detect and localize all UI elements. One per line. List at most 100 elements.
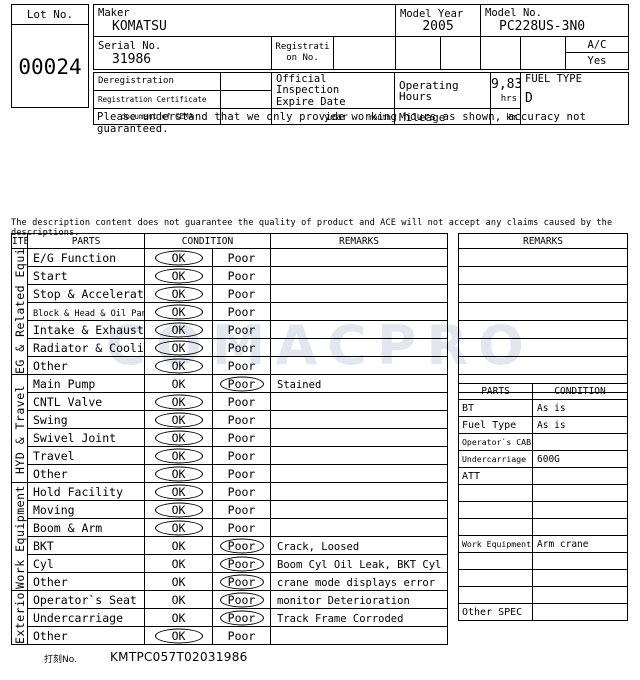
condition-poor-cell[interactable]: Poor — [211, 572, 272, 591]
right-condition-cell — [532, 552, 628, 570]
condition-ok-cell[interactable]: OK — [144, 554, 213, 573]
condition-poor-cell[interactable]: Poor — [211, 338, 272, 357]
right-remarks-cell — [458, 284, 628, 303]
parts-label: Stop & Accelerator — [33, 286, 144, 301]
registration-no-value — [332, 36, 397, 70]
condition-poor-cell[interactable]: Poor — [211, 428, 272, 447]
right-parts-label: Undercarriage — [462, 453, 527, 464]
condition-ok-cell[interactable]: OK — [144, 284, 213, 303]
inspection-row: EG & Related Equipment E/G Function OK Poor — [11, 248, 448, 375]
condition-poor-cell[interactable]: Poor — [211, 518, 272, 537]
condition-ok-cell[interactable]: OK — [144, 338, 213, 357]
condition-ok-cell[interactable]: OK — [144, 410, 213, 429]
condition-poor-cell[interactable]: Poor — [211, 320, 272, 339]
remarks-cell — [270, 428, 448, 447]
condition-poor-cell[interactable]: Poor — [211, 284, 272, 303]
item-group-4: Exterior — [11, 590, 28, 645]
col-remarks: REMARKS — [270, 233, 448, 249]
condition-ok-cell[interactable]: OK — [144, 464, 213, 483]
right-parts-row — [458, 586, 628, 604]
lot-no-label: Lot No. — [12, 5, 88, 25]
condition-ok-cell[interactable]: OK — [144, 518, 213, 537]
condition-ok-cell[interactable]: OK — [144, 356, 213, 375]
right-parts-row — [458, 518, 628, 536]
item-group-1: EG & Related Equipment — [11, 248, 28, 375]
remarks-cell — [270, 284, 448, 303]
condition-poor-cell[interactable]: Poor — [211, 392, 272, 411]
inspection-row: Moving OK Poor — [12, 500, 448, 519]
condition-label: Poor — [227, 322, 256, 337]
right-remarks-cell — [458, 266, 628, 285]
condition-poor-cell[interactable]: Poor — [211, 266, 272, 285]
right-condition-cell — [532, 569, 628, 587]
condition-poor-cell[interactable]: Poor — [211, 410, 272, 429]
right-parts-name-cell: ATT — [458, 467, 533, 485]
right-parts-label — [460, 556, 463, 567]
remarks-text: Stained — [277, 378, 322, 391]
circle-mark-icon — [154, 340, 203, 355]
right-parts-row — [458, 484, 628, 502]
condition-ok-cell[interactable]: OK — [144, 626, 213, 645]
condition-poor-cell[interactable]: Poor — [211, 374, 272, 393]
condition-poor-cell[interactable]: Poor — [211, 500, 272, 519]
condition-poor-cell[interactable]: Poor — [211, 248, 272, 267]
condition-ok-cell[interactable]: OK — [144, 482, 213, 501]
condition-ok-cell[interactable]: OK — [144, 428, 213, 447]
right-condition-cell: Arm crane — [532, 535, 628, 553]
parts-label: Other — [33, 358, 68, 373]
condition-poor-cell[interactable]: Poor — [211, 608, 272, 627]
condition-label: OK — [171, 358, 186, 373]
condition-poor-cell[interactable]: Poor — [211, 356, 272, 375]
parts-label: Other — [33, 628, 68, 643]
right-parts-label — [460, 573, 463, 584]
condition-poor-cell[interactable]: Poor — [211, 482, 272, 501]
inspection-row: Travel OK Poor — [12, 446, 448, 465]
condition-label: OK — [171, 556, 186, 571]
condition-label: OK — [171, 610, 186, 625]
condition-poor-cell[interactable]: Poor — [211, 446, 272, 465]
model-no-label: Model No. — [485, 7, 542, 19]
right-remarks-cell — [458, 338, 628, 357]
condition-ok-cell[interactable]: OK — [144, 320, 213, 339]
remarks-text: Track Frame Corroded — [277, 612, 404, 625]
condition-ok-cell[interactable]: OK — [144, 608, 213, 627]
condition-poor-cell[interactable]: Poor — [211, 464, 272, 483]
condition-poor-cell[interactable]: Poor — [211, 536, 272, 555]
parts-cell: Boom & Arm — [27, 518, 145, 537]
remarks-cell — [270, 320, 448, 339]
parts-label: BKT — [33, 538, 54, 553]
right-parts-label — [460, 522, 463, 533]
right-parts-name-cell — [458, 501, 533, 519]
condition-ok-cell[interactable]: OK — [144, 248, 213, 267]
circle-mark-icon — [219, 610, 264, 625]
condition-ok-cell[interactable]: OK — [144, 392, 213, 411]
condition-label: OK — [171, 286, 186, 301]
condition-ok-cell[interactable]: OK — [144, 266, 213, 285]
condition-poor-cell[interactable]: Poor — [211, 554, 272, 573]
condition-ok-cell[interactable]: OK — [144, 572, 213, 591]
model-year-cell: Model Year 2005 — [395, 4, 482, 37]
condition-label: Poor — [227, 376, 256, 391]
inspection-row: Other OK Poor — [12, 356, 448, 375]
right-condition-value — [534, 471, 538, 482]
condition-poor-cell[interactable]: Poor — [211, 626, 272, 645]
condition-poor-cell[interactable]: Poor — [211, 302, 272, 321]
condition-ok-cell[interactable]: OK — [144, 590, 213, 609]
condition-ok-cell[interactable]: OK — [144, 302, 213, 321]
condition-ok-cell[interactable]: OK — [144, 536, 213, 555]
registration-hours-table: Deregistration Official Inspection Expir… — [93, 72, 629, 125]
condition-poor-cell[interactable]: Poor — [211, 590, 272, 609]
parts-label: Other — [33, 574, 68, 589]
remarks-cell — [270, 500, 448, 519]
remarks-text — [272, 523, 278, 535]
condition-ok-cell[interactable]: OK — [144, 500, 213, 519]
condition-label: OK — [171, 574, 186, 589]
condition-label: OK — [171, 322, 186, 337]
right-parts-label: BT — [462, 402, 475, 414]
inspection-row: Exterior Operator`s Seat OK Poor monitor Det… — [11, 590, 448, 645]
hours-disclaimer: Please understand that we only provide w… — [97, 111, 587, 135]
condition-label: OK — [171, 538, 186, 553]
header-blank-3 — [480, 36, 522, 70]
condition-ok-cell[interactable]: OK — [144, 374, 213, 393]
condition-ok-cell[interactable]: OK — [144, 446, 213, 465]
